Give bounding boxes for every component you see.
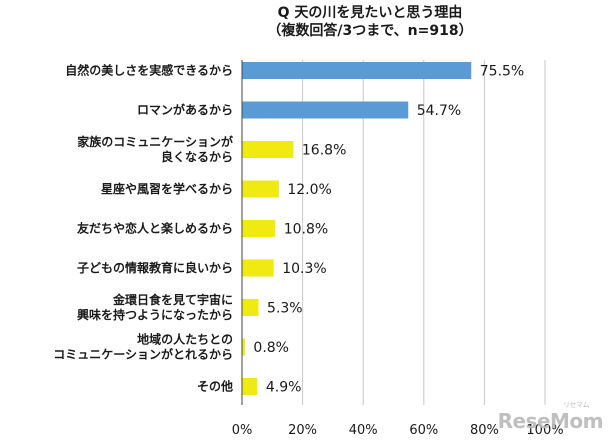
category-label: 自然の美しさを実感できるから [65, 63, 233, 78]
bar [242, 378, 258, 395]
data-label: 10.8% [284, 222, 328, 238]
bar [242, 299, 259, 316]
x-tick-label: 40% [349, 423, 378, 438]
resemom-watermark: リセマム ResеMom [497, 401, 604, 433]
category-label: 良くなるから [161, 149, 233, 164]
bar [242, 180, 279, 198]
category-label: 地域の人たちとの [137, 332, 233, 347]
data-label: 0.8% [253, 340, 289, 356]
x-tick-label: 80% [470, 423, 499, 438]
data-label: 5.3% [267, 301, 303, 317]
category-label: 家族のコミュニケーションが [77, 134, 233, 149]
category-label: コミュニケーションがとれるから [53, 347, 233, 362]
data-label: 10.3% [282, 261, 326, 277]
chart-subtitle: （複数回答/3つまで、n=918） [267, 23, 473, 39]
watermark-text: ResеMom [497, 409, 604, 433]
x-tick-label: 0% [232, 423, 253, 438]
chart-title: Q 天の川を見たいと思う理由 [277, 5, 463, 21]
category-label: 友だちや恋人と楽しめるから [76, 221, 233, 236]
data-label: 54.7% [417, 103, 461, 119]
bar [242, 141, 294, 158]
bar [242, 220, 276, 237]
category-label: ロマンがあるから [137, 102, 233, 117]
x-tick-label: 60% [409, 423, 438, 438]
category-label: 子どもの情報教育に良いから [77, 260, 233, 275]
bar [242, 338, 245, 356]
category-label: 星座や風習を学べるから [101, 181, 233, 196]
bar [242, 259, 274, 277]
watermark-sub: リセマム [563, 401, 590, 409]
data-label: 12.0% [287, 182, 331, 198]
x-tick-label: 100% [526, 423, 563, 438]
bar [242, 101, 409, 119]
category-label: 金環日食を見て宇宙に [112, 292, 233, 307]
x-tick-label: 20% [288, 423, 317, 438]
data-label: 16.8% [302, 143, 346, 159]
bar [242, 62, 472, 79]
data-label: 4.9% [266, 380, 302, 396]
category-label: その他 [197, 379, 233, 394]
data-label: 75.5% [480, 64, 524, 80]
category-label: 興味を持つようになったから [77, 307, 233, 322]
